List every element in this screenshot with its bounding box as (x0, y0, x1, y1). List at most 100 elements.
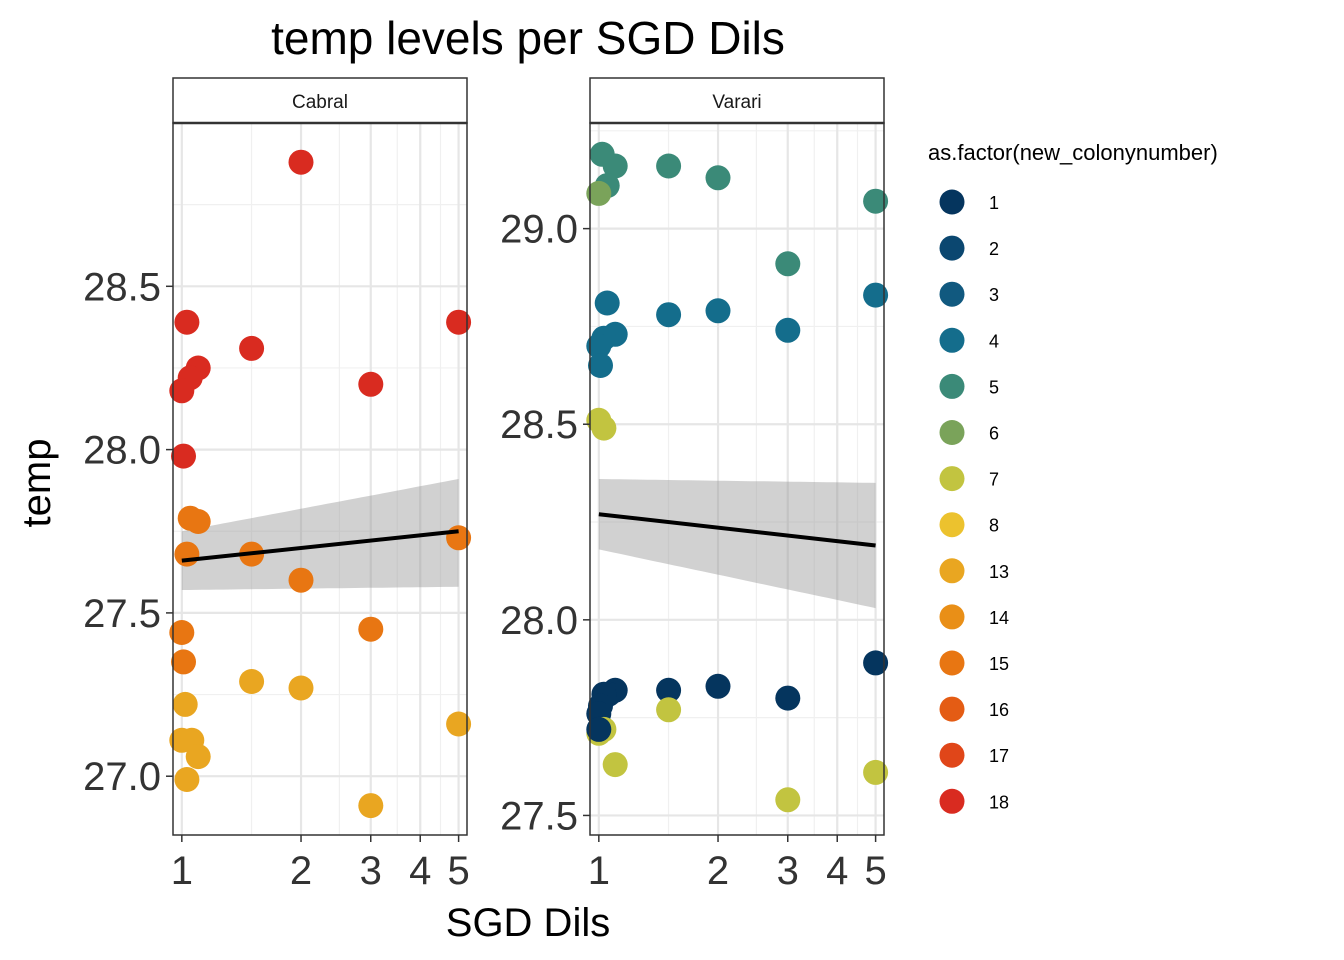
legend-label: 6 (989, 424, 999, 444)
data-point (863, 759, 889, 785)
data-point (656, 302, 682, 328)
x-tick-label: 4 (409, 849, 431, 893)
x-tick-label: 3 (360, 849, 382, 893)
data-point (358, 793, 384, 819)
legend-swatch (939, 512, 965, 538)
data-point (185, 509, 211, 534)
data-point (171, 649, 196, 675)
data-point (863, 650, 889, 676)
data-point (446, 711, 472, 737)
data-point (588, 353, 613, 378)
data-point (288, 567, 314, 593)
legend: as.factor(new_colonynumber) 1 2 3 4 5 6 7 8 13 14 1… (928, 140, 1218, 814)
legend-swatch (939, 604, 965, 630)
legend-label: 3 (989, 285, 999, 305)
x-tick-label: 5 (447, 849, 469, 893)
data-point (288, 149, 314, 175)
x-tick-label: 3 (777, 849, 799, 893)
legend-swatch (939, 788, 965, 814)
facet-strip (589, 77, 885, 124)
x-axis-label: SGD Dils (446, 901, 610, 945)
data-point (169, 378, 195, 404)
data-point (602, 752, 628, 778)
data-point (172, 691, 198, 717)
x-tick-label: 2 (707, 849, 729, 893)
panel-cabral: Cabral 27.0 27.5 28.0 28.5 1 2 3 4 5 (83, 77, 472, 893)
legend-label: 17 (989, 746, 1009, 766)
data-point (591, 415, 617, 441)
data-point (656, 153, 682, 179)
data-point (705, 298, 731, 324)
data-point (705, 165, 731, 191)
legend-label: 2 (989, 239, 999, 259)
data-point (171, 443, 196, 469)
y-tick-label: 28.0 (500, 599, 578, 643)
data-point (358, 616, 384, 642)
y-tick-label: 28.0 (83, 429, 161, 473)
y-tick-label: 28.5 (83, 265, 161, 309)
x-tick-label: 4 (826, 849, 848, 893)
facet-strip-label: Cabral (292, 92, 348, 113)
legend-label: 5 (989, 377, 999, 397)
legend-swatch (939, 373, 965, 399)
facet-strip-label: Varari (712, 92, 761, 113)
trend-line (598, 512, 876, 548)
data-point (602, 153, 628, 179)
y-tick-label: 28.5 (500, 403, 578, 447)
trend-line (181, 529, 459, 563)
data-point (174, 309, 200, 335)
y-tick-label: 27.5 (83, 592, 161, 636)
data-point (775, 685, 801, 711)
data-point (656, 697, 682, 723)
data-point (358, 371, 384, 397)
y-axis-label: temp (15, 439, 59, 528)
x-tick-label: 1 (588, 849, 610, 893)
data-point (586, 180, 612, 206)
data-point (775, 787, 801, 813)
facet-strip (172, 77, 468, 124)
chart-title: temp levels per SGD Dils (271, 12, 785, 64)
data-point (705, 673, 731, 699)
legend-swatch (939, 420, 965, 445)
legend-swatch (939, 466, 965, 492)
x-tick-label: 1 (171, 849, 193, 893)
legend-label: 7 (989, 470, 999, 490)
data-point (863, 188, 889, 214)
data-point (863, 282, 889, 308)
legend-label: 13 (989, 562, 1009, 582)
data-point (174, 541, 200, 567)
legend-swatch (939, 558, 965, 584)
panel-varari: Varari 27.5 28.0 28.5 29.0 1 2 3 4 5 (500, 77, 889, 893)
panel-background (590, 123, 884, 835)
data-point (594, 290, 620, 316)
data-point (239, 335, 265, 361)
data-point (288, 675, 314, 701)
legend-swatch (939, 327, 965, 353)
data-point (775, 251, 801, 277)
legend-label: 16 (989, 700, 1009, 720)
confidence-band (598, 479, 876, 609)
legend-swatch (939, 281, 965, 307)
data-point (169, 620, 195, 645)
legend-label: 18 (989, 792, 1009, 812)
x-tick-label: 2 (290, 849, 312, 893)
legend-swatch (939, 189, 965, 215)
x-tick-label: 5 (864, 849, 886, 893)
data-point (239, 669, 265, 694)
y-tick-label: 29.0 (500, 208, 578, 252)
legend-title: as.factor(new_colonynumber) (928, 140, 1218, 165)
legend-label: 15 (989, 654, 1009, 674)
legend-label: 8 (989, 516, 999, 536)
legend-label: 4 (989, 331, 999, 351)
y-tick-label: 27.5 (500, 794, 578, 838)
data-point (586, 716, 612, 742)
legend-label: 1 (989, 193, 999, 213)
data-point (656, 677, 682, 703)
legend-swatch (939, 742, 965, 768)
data-point (446, 309, 472, 335)
legend-swatch (939, 235, 965, 261)
data-point (775, 317, 801, 343)
data-point (185, 744, 211, 770)
legend-swatch (939, 650, 965, 676)
